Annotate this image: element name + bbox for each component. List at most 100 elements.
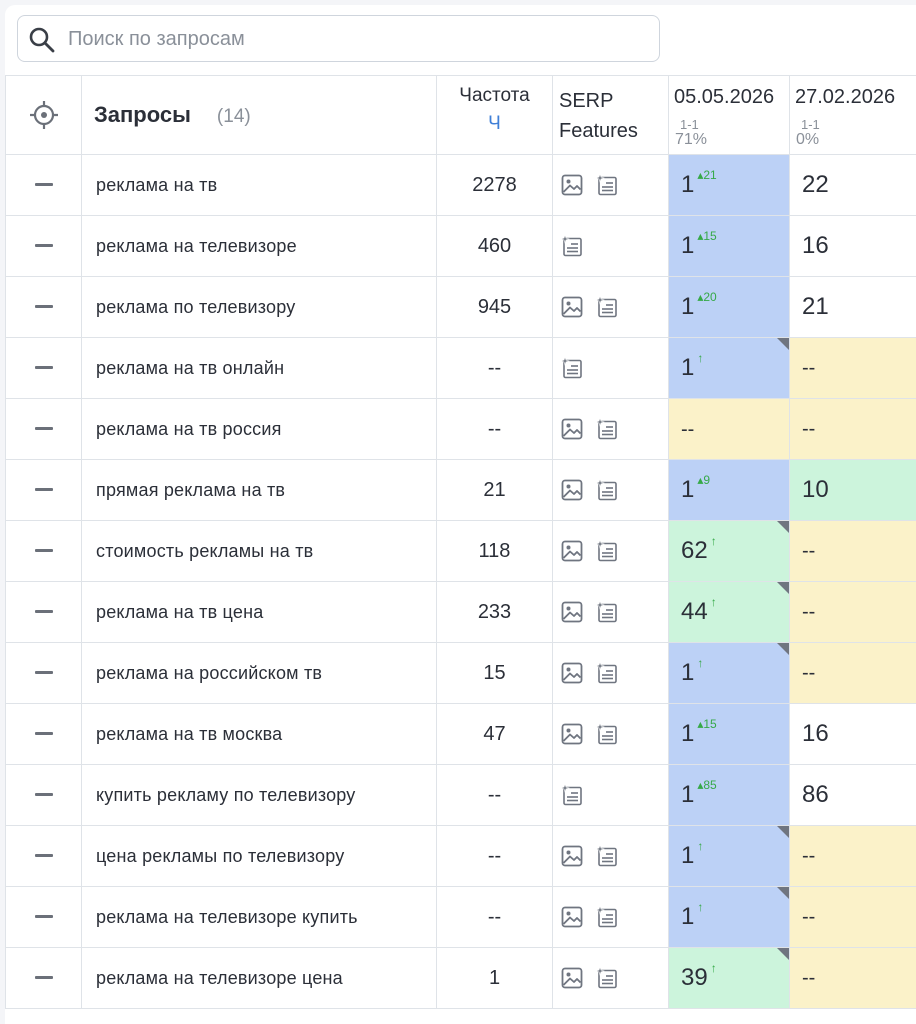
frequency-type-link[interactable]: Ч — [488, 113, 501, 134]
sparkle-snippet-icon[interactable] — [595, 844, 619, 868]
position-cell-date1[interactable]: 1 ▴15 — [668, 703, 790, 765]
minus-icon[interactable] — [34, 549, 53, 553]
position-cell-date2[interactable]: 10 — [789, 459, 916, 521]
position-cell-date2[interactable]: -- — [789, 947, 916, 1009]
minus-icon[interactable] — [34, 610, 53, 614]
minus-icon[interactable] — [34, 183, 53, 187]
image-icon[interactable] — [560, 600, 584, 624]
query-text[interactable]: реклама по телевизору — [81, 276, 437, 338]
position-cell-date1[interactable]: 1 ▴85 — [668, 764, 790, 826]
query-text[interactable]: реклама на российском тв — [81, 642, 437, 704]
query-text[interactable]: реклама на телевизоре купить — [81, 886, 437, 948]
sparkle-snippet-icon[interactable] — [560, 356, 584, 380]
remove-query-cell — [5, 154, 82, 216]
query-text[interactable]: реклама на тв — [81, 154, 437, 216]
position-cell-date1[interactable]: 39 ↑ — [668, 947, 790, 1009]
image-icon[interactable] — [560, 295, 584, 319]
minus-icon[interactable] — [34, 305, 53, 309]
query-text[interactable]: реклама на тв россия — [81, 398, 437, 460]
position-cell-date2[interactable]: 16 — [789, 703, 916, 765]
minus-icon[interactable] — [34, 732, 53, 736]
image-icon[interactable] — [560, 417, 584, 441]
sparkle-snippet-icon[interactable] — [595, 173, 619, 197]
position-cell-date1[interactable]: 1 ▴21 — [668, 154, 790, 216]
position-value: -- — [802, 905, 816, 928]
queries-column-header[interactable]: Запросы (14) — [81, 75, 437, 155]
position-cell-date2[interactable]: 16 — [789, 215, 916, 277]
minus-icon[interactable] — [34, 671, 53, 675]
image-icon[interactable] — [560, 905, 584, 929]
minus-icon[interactable] — [34, 854, 53, 858]
position-cell-date1[interactable]: 1 ▴9 — [668, 459, 790, 521]
position-cell-date1[interactable]: 1 ↑ — [668, 825, 790, 887]
sparkle-snippet-icon[interactable] — [595, 295, 619, 319]
query-text[interactable]: купить рекламу по телевизору — [81, 764, 437, 826]
image-icon[interactable] — [560, 722, 584, 746]
position-cell-date1[interactable]: 44 ↑ — [668, 581, 790, 643]
date-column-header-2[interactable]: 27.02.2026 1-1 0% — [789, 75, 916, 155]
sparkle-snippet-icon[interactable] — [595, 478, 619, 502]
serp-label-line1: SERP — [559, 90, 614, 112]
sparkle-snippet-icon[interactable] — [595, 661, 619, 685]
target-column-header[interactable] — [5, 75, 82, 155]
image-icon[interactable] — [560, 539, 584, 563]
query-text[interactable]: прямая реклама на тв — [81, 459, 437, 521]
sparkle-snippet-icon[interactable] — [595, 417, 619, 441]
position-cell-date2[interactable]: 22 — [789, 154, 916, 216]
position-cell-date2[interactable]: -- — [789, 337, 916, 399]
minus-icon[interactable] — [34, 244, 53, 248]
position-cell-date2[interactable]: -- — [789, 398, 916, 460]
position-cell-date2[interactable]: -- — [789, 642, 916, 704]
minus-icon[interactable] — [34, 793, 53, 797]
sparkle-snippet-icon[interactable] — [595, 966, 619, 990]
position-cell-date1[interactable]: -- — [668, 398, 790, 460]
sparkle-snippet-icon[interactable] — [560, 234, 584, 258]
sparkle-snippet-icon[interactable] — [595, 539, 619, 563]
target-icon[interactable] — [6, 100, 81, 130]
query-text[interactable]: реклама на телевизоре цена — [81, 947, 437, 1009]
position-cell-date1[interactable]: 62 ↑ — [668, 520, 790, 582]
image-icon[interactable] — [560, 173, 584, 197]
minus-icon[interactable] — [34, 976, 53, 980]
position-delta: ▴85 — [697, 778, 717, 792]
remove-query-cell — [5, 581, 82, 643]
image-icon[interactable] — [560, 478, 584, 502]
position-cell-date1[interactable]: 1 ▴20 — [668, 276, 790, 338]
position-delta: ↑ — [697, 900, 704, 914]
serp-features — [552, 764, 669, 826]
position-cell-date1[interactable]: 1 ↑ — [668, 642, 790, 704]
query-text[interactable]: реклама на тв цена — [81, 581, 437, 643]
image-icon[interactable] — [560, 844, 584, 868]
date-column-header-1[interactable]: 05.05.2026 1-1 71% — [668, 75, 790, 155]
minus-icon[interactable] — [34, 366, 53, 370]
query-text[interactable]: реклама на тв онлайн — [81, 337, 437, 399]
position-cell-date2[interactable]: -- — [789, 520, 916, 582]
sparkle-snippet-icon[interactable] — [595, 600, 619, 624]
sparkle-snippet-icon[interactable] — [560, 783, 584, 807]
position-cell-date2[interactable]: 86 — [789, 764, 916, 826]
minus-icon[interactable] — [34, 915, 53, 919]
query-text[interactable]: стоимость рекламы на тв — [81, 520, 437, 582]
position-cell-date2[interactable]: 21 — [789, 276, 916, 338]
sparkle-snippet-icon[interactable] — [595, 905, 619, 929]
position-cell-date2[interactable]: -- — [789, 581, 916, 643]
position-cell-date1[interactable]: 1 ↑ — [668, 886, 790, 948]
frequency-label: Частота — [459, 85, 530, 106]
query-text[interactable]: реклама на телевизоре — [81, 215, 437, 277]
position-cell-date2[interactable]: -- — [789, 886, 916, 948]
search-input[interactable]: Поиск по запросам — [68, 28, 245, 50]
sparkle-snippet-icon[interactable] — [595, 722, 619, 746]
image-icon[interactable] — [560, 966, 584, 990]
position-cell-date1[interactable]: 1 ↑ — [668, 337, 790, 399]
frequency-value: -- — [436, 398, 553, 460]
query-text[interactable]: реклама на тв москва — [81, 703, 437, 765]
minus-icon[interactable] — [34, 488, 53, 492]
query-text[interactable]: цена рекламы по телевизору — [81, 825, 437, 887]
minus-icon[interactable] — [34, 427, 53, 431]
position-cell-date2[interactable]: -- — [789, 825, 916, 887]
position-cell-date1[interactable]: 1 ▴15 — [668, 215, 790, 277]
search-box[interactable]: Поиск по запросам — [17, 15, 660, 62]
image-icon[interactable] — [560, 661, 584, 685]
frequency-column-header[interactable]: Частота Ч — [436, 75, 553, 155]
serp-features — [552, 459, 669, 521]
